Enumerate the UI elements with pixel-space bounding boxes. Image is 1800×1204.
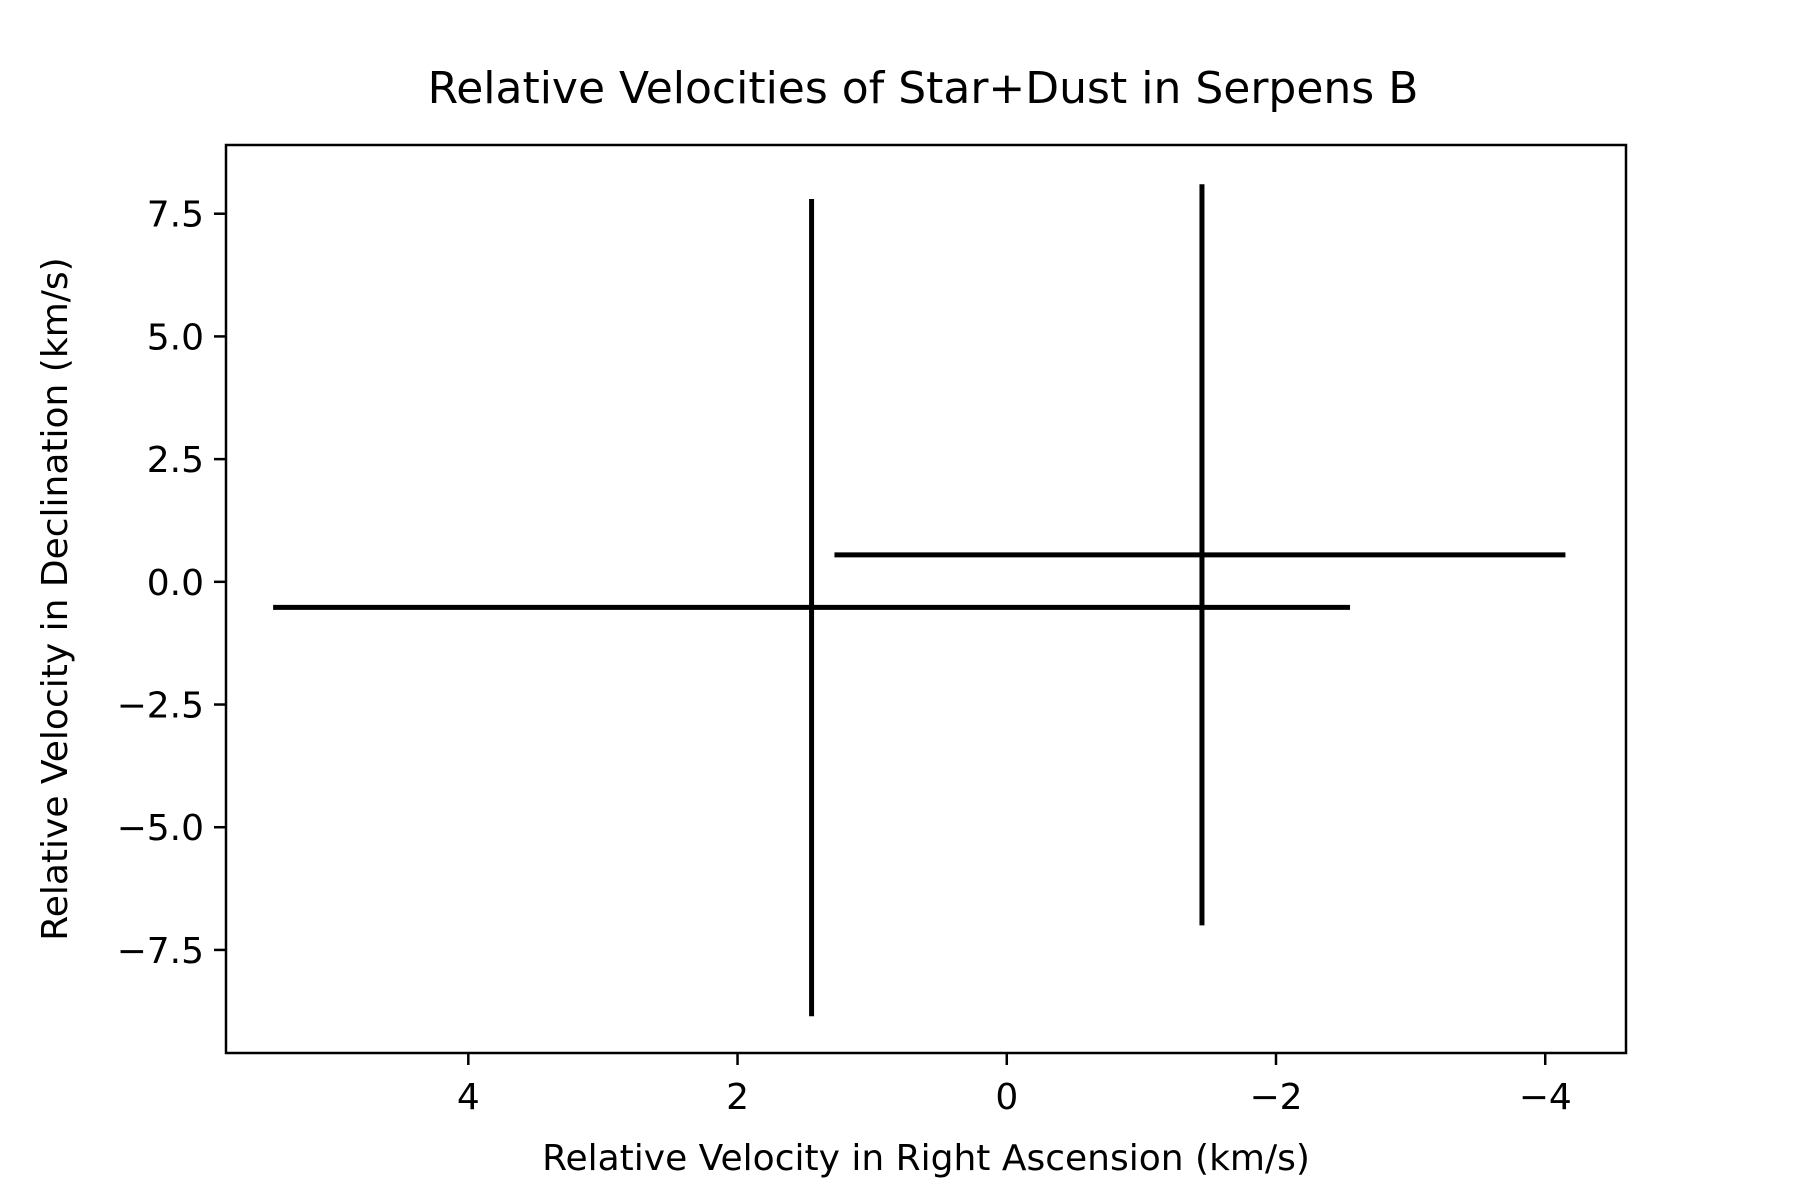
error-bar-cross-2 bbox=[834, 184, 1566, 926]
plot-frame bbox=[224, 143, 1628, 1055]
x-tick-label: 4 bbox=[457, 1077, 480, 1118]
y-axis: 7.5 5.0 2.5 0.0 −2.5 −5.0 −7.5 bbox=[117, 195, 226, 972]
y-tick-label: 0.0 bbox=[147, 563, 204, 604]
x-tick-label: 2 bbox=[726, 1077, 749, 1118]
chart-title: Relative Velocities of Star+Dust in Serp… bbox=[428, 63, 1419, 114]
y-axis-label: Relative Velocity in Declination (km/s) bbox=[35, 257, 76, 940]
x-axis: 4 2 0 −2 −4 bbox=[457, 1053, 1572, 1118]
x-tick-label: −2 bbox=[1249, 1077, 1302, 1118]
x-tick-label: 0 bbox=[995, 1077, 1018, 1118]
y-tick-label: 2.5 bbox=[147, 440, 204, 481]
y-tick-label: −7.5 bbox=[117, 931, 204, 972]
y-tick-label: −5.0 bbox=[117, 808, 204, 849]
x-axis-label: Relative Velocity in Right Ascension (km… bbox=[542, 1138, 1310, 1179]
marks-layer bbox=[273, 184, 1566, 1017]
y-tick-label: −2.5 bbox=[117, 686, 204, 727]
x-tick-label: −4 bbox=[1519, 1077, 1572, 1118]
y-tick-label: 7.5 bbox=[147, 195, 204, 236]
y-tick-label: 5.0 bbox=[147, 317, 204, 358]
error-bar-cross-1 bbox=[273, 198, 1351, 1017]
